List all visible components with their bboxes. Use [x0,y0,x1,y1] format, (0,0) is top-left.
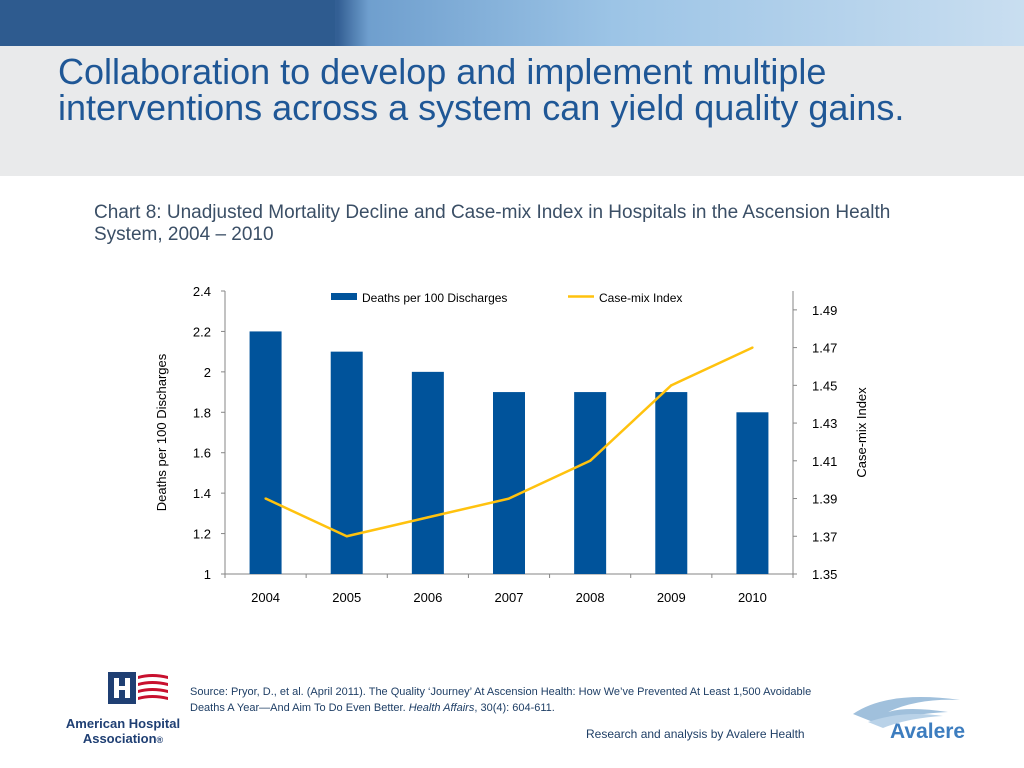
x-axis-tick-label: 2009 [657,590,686,605]
left-axis-tick-label: 2 [204,365,211,380]
point-case-mix-2004 [264,497,267,500]
y-axis-title: Deaths per 100 Discharges [154,353,169,511]
header-band [0,0,1024,46]
left-axis-tick-label: 2.4 [193,284,211,299]
credit-text: Research and analysis by Avalere Health [586,727,805,741]
legend-label-case-mix: Case-mix Index [599,291,682,305]
bar-deaths-2010 [736,412,769,574]
title-band [0,46,1024,176]
x-axis-tick-label: 2006 [413,590,442,605]
x-axis-tick-label: 2005 [332,590,361,605]
right-axis-tick-label: 1.47 [812,341,837,356]
point-case-mix-2010 [751,346,754,349]
legend-swatch-deaths [331,293,357,300]
point-case-mix-2009 [670,384,673,387]
y2-axis-title: Case-mix Index [854,387,869,478]
source-text-end: , 30(4): 604-611. [474,702,555,714]
chart-heading: Chart 8: Unadjusted Mortality Decline an… [94,202,891,245]
bar-deaths-2007 [493,392,525,574]
x-axis-tick-label: 2004 [251,590,280,605]
aha-logo [108,672,168,704]
right-axis-tick-label: 1.49 [812,303,837,318]
x-axis-tick-label: 2007 [495,590,524,605]
point-case-mix-2006 [426,516,430,519]
left-axis-tick-label: 1.4 [193,486,211,501]
header-band-dark [0,0,335,46]
bar-deaths-2008 [574,392,607,574]
mortality-chart: 1 1.2 1.4 1.6 1.8 2 2.2 2.4 1.35 1.37 1.39 1.41 1.43… [154,284,869,605]
legend-label-deaths: Deaths per 100 Discharges [362,291,507,305]
left-axis-tick-label: 1 [204,567,211,582]
source-text: Source: Pryor, D., et al. (April 2011). … [190,686,812,714]
right-axis-tick-label: 1.43 [812,416,837,431]
bar-deaths-2006 [411,371,444,574]
left-axis-tick-label: 1.8 [193,405,211,420]
left-axis-tick-label: 1.2 [193,527,211,542]
aha-logo-text: American Hospital Association® [65,716,181,746]
right-axis-tick-label: 1.37 [812,529,837,544]
right-axis-tick-label: 1.45 [812,378,837,393]
right-axis-tick-label: 1.39 [812,492,837,507]
x-axis-tick-label: 2010 [738,590,767,605]
left-axis-tick-label: 2.2 [193,324,211,339]
left-axis-tick-label: 1.6 [193,446,211,461]
point-case-mix-2008 [588,459,592,462]
point-case-mix-2005 [345,535,348,538]
x-axis-tick-label: 2008 [576,590,605,605]
bar-deaths-2009 [655,392,688,574]
avalere-logo-text: Avalere [890,720,966,743]
avalere-logo [853,697,960,728]
source-citation: Source: Pryor, D., et al. (April 2011). … [190,684,840,716]
right-axis-tick-label: 1.35 [812,567,837,582]
point-case-mix-2007 [507,497,511,500]
bar-deaths-2005 [330,351,363,574]
slide-title: Collaboration to develop and implement m… [58,51,905,128]
right-axis-tick-label: 1.41 [812,454,837,469]
bar-deaths-2004 [249,331,282,574]
source-journal: Health Affairs [408,702,475,714]
